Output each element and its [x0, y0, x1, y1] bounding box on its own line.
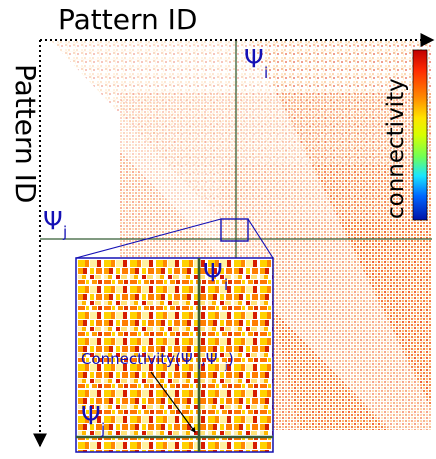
connectivity-formula-main: Connectivity(Ψ: [81, 350, 193, 368]
colorbar-label: connectivity: [383, 78, 409, 219]
connectivity-formula-end: ): [228, 350, 234, 368]
psi-j-subscript: j: [62, 223, 67, 241]
y-axis-title: Pattern ID: [9, 64, 42, 203]
connectivity-formula-subscript-j: j: [224, 362, 228, 372]
psi-i-subscript: i: [264, 64, 268, 82]
colorbar-scale: [413, 50, 427, 220]
zoom-psi-i-symbol: Ψ: [203, 258, 223, 287]
colorbar: [413, 50, 427, 220]
psi-i-symbol: Ψ: [244, 44, 264, 73]
x-axis-title: Pattern ID: [58, 3, 197, 36]
zoom-psi-i-subscript: i: [224, 276, 228, 294]
psi-j-symbol: Ψ: [43, 206, 63, 235]
zoom-psi-j-subscript: j: [100, 420, 105, 438]
connectivity-formula-middle: ,Ψ: [201, 350, 218, 368]
zoom-psi-j-symbol: Ψ: [81, 401, 101, 430]
